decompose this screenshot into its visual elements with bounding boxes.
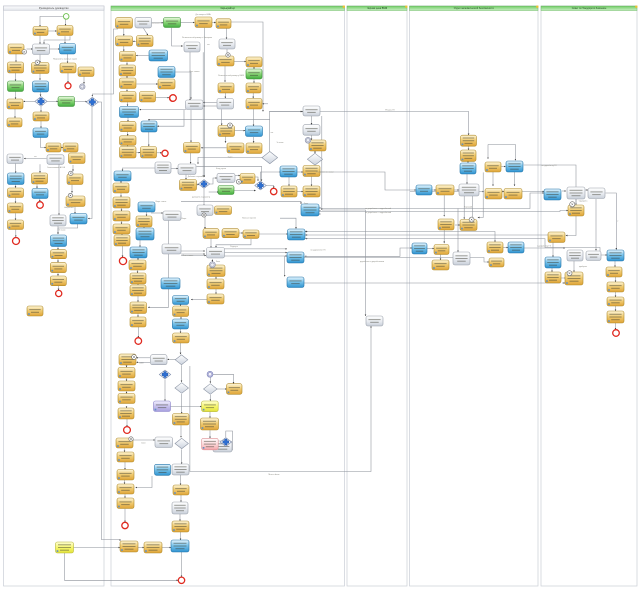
svg-text:к доработку ГК: к доработку ГК xyxy=(537,245,552,247)
svg-text:Добавить параметр: Добавить параметр xyxy=(188,176,204,178)
svg-text:Итог советс: Итог советс xyxy=(183,255,194,257)
svg-text:Вторс советс: Вторс советс xyxy=(156,201,167,203)
svg-text:Черная цена ВМФ: Черная цена ВМФ xyxy=(367,7,387,10)
svg-text:нет: нет xyxy=(271,132,274,134)
svg-text:Хороший: Хороший xyxy=(464,205,472,208)
svg-text:нет: нет xyxy=(34,156,37,158)
svg-text:Региональный размер с Фикарево: Региональный размер с Фикарево xyxy=(182,36,212,39)
svg-text:Заполняемый АССА: Заполняемый АССА xyxy=(47,166,66,169)
svg-text:Установ: Установ xyxy=(59,229,66,231)
svg-text:добавить параметр: добавить параметр xyxy=(192,196,211,198)
svg-text:Done: Done xyxy=(139,363,143,365)
svg-text:не доработка с подработкой: не доработка с подработкой xyxy=(365,207,391,210)
svg-text:Итог советс: Итог советс xyxy=(189,71,199,73)
svg-text:нет: нет xyxy=(207,44,210,46)
svg-text:Установ: Установ xyxy=(277,142,284,144)
svg-text:Решка ГК: Решка ГК xyxy=(385,110,395,112)
svg-text:по доработке ГК: по доработке ГК xyxy=(310,249,326,251)
svg-text:Done: Done xyxy=(304,203,308,205)
svg-text:Региональный размер у ВМФ: Региональный размер у ВМФ xyxy=(218,74,244,77)
svg-text:Руководитель руководство: Руководитель руководство xyxy=(39,7,69,10)
svg-text:Карьерайтер: Карьерайтер xyxy=(221,7,236,10)
svg-text:Масса done: Масса done xyxy=(269,474,281,476)
svg-text:Доставерно НМА: Доставерно НМА xyxy=(195,13,211,16)
svg-text:по доработку ГК: по доработку ГК xyxy=(541,165,557,167)
svg-text:заем_узел: заем_узел xyxy=(152,23,161,25)
svg-text:Done: Done xyxy=(216,261,220,263)
svg-text:к: к xyxy=(617,221,618,223)
svg-text:Вторс: Вторс xyxy=(182,218,187,220)
svg-text:Радитусь: Радитусь xyxy=(230,246,238,248)
svg-text:Отдел экономической безопаснос: Отдел экономической безопасности xyxy=(454,7,495,10)
svg-text:одобрить: одобрить xyxy=(579,266,587,268)
svg-text:Полная перепл: Полная перепл xyxy=(242,218,257,220)
svg-text:не доработка с подработкой: не доработка с подработкой xyxy=(365,211,391,214)
svg-text:доработка и доработками: доработка и доработками xyxy=(360,261,384,263)
svg-text:Направить заявку в отдел: Направить заявку в отдел xyxy=(53,59,78,61)
svg-text:Задач: Задач xyxy=(227,157,232,159)
svg-text:Done: Done xyxy=(141,443,145,445)
svg-text:Одобрить: Одобрить xyxy=(579,200,588,202)
svg-text:Совет по Твердорого Значение: Совет по Твердорого Значение xyxy=(572,7,607,10)
svg-text:Чтор улучик: Чтор улучик xyxy=(216,168,226,170)
svg-text:Развитие по начал: Развитие по начал xyxy=(316,172,334,174)
svg-text:Направить: Направить xyxy=(64,207,73,209)
